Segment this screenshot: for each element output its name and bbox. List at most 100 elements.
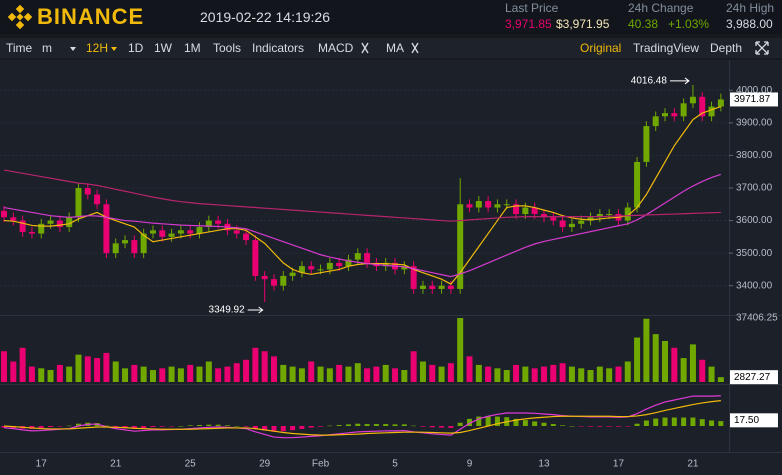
candle-body [261,275,268,280]
candle-body [131,240,138,254]
dropdown-arrow [70,47,76,54]
candle-body [1,210,7,218]
macd-bar [271,426,277,432]
macd-bar [541,422,547,426]
volume-bar [466,356,473,382]
candle-body [717,99,724,107]
volume-bar [298,368,305,382]
macd-bar [448,426,454,428]
candle-body [112,243,119,254]
candle-body [596,214,603,218]
candle-body [447,285,454,289]
volume-bar [66,366,73,382]
macd-bar [597,426,603,427]
volume-bar [112,361,119,382]
indicator-button[interactable]: MA [386,41,404,55]
dropdown-arrow [111,47,117,54]
volume-bar [587,370,594,382]
candle-body [438,285,445,289]
candle-body [84,187,91,195]
candle-body [475,201,482,208]
macd-bar [262,426,268,431]
macd-bar [159,426,165,427]
tool-button[interactable]: Indicators [252,41,305,55]
volume-bar [187,364,194,382]
candle-body [205,220,212,228]
volume-bar [364,368,371,382]
volume-bar [438,366,445,382]
volume-bar [270,356,277,382]
volume-bar [215,368,222,382]
volume-bar [345,366,352,382]
macd-dea [3,400,721,436]
volume-bar [10,361,17,382]
x-tick-label: 29 [259,459,271,470]
volume-bar [94,358,101,382]
macd-bar [327,425,333,427]
logo-icon [7,4,33,30]
stat-label: 24h High [726,1,775,15]
y-tick-label: 3400.00 [736,280,773,291]
tool-button[interactable]: Tools [213,41,242,55]
volume-bar [550,364,557,382]
candle-body [634,161,641,208]
macd-bar [653,418,659,426]
macd-bar [625,426,631,427]
volume-bar [540,366,547,382]
tool-button[interactable]: 1M [184,41,201,55]
macd-bar [224,425,230,426]
x-tick-label: 17 [613,459,625,470]
fullscreen-icon[interactable] [754,40,770,56]
volume-bar [559,363,566,382]
volume-bar [38,368,45,382]
macd-bar [457,422,463,426]
volume-bar [634,337,641,382]
volume-bar [429,364,436,382]
close-icon[interactable] [360,42,370,54]
volume-bar [233,363,240,382]
candle-body [382,262,389,267]
candle-body [624,207,631,221]
view-button[interactable]: Depth [710,41,743,55]
volume-bar [652,334,659,382]
tool-button[interactable]: m [42,41,52,55]
candle-body [336,262,343,267]
tool-button[interactable]: Time [6,41,33,55]
macd-bar [197,425,203,426]
volume-bar [708,366,715,382]
tool-button[interactable]: 1D [128,41,144,55]
candle-body [252,240,259,276]
volume-bar [606,368,613,382]
chart-background [0,60,782,475]
volume-bar [168,366,175,382]
macd-bar [290,426,296,431]
volume-bar [224,366,231,382]
last-price: 3,971.85 [505,17,552,31]
candle-body [19,220,26,232]
view-button[interactable]: Original [580,41,622,55]
volume-bar [149,370,156,382]
macd-bar [615,426,621,427]
macd-bar [355,423,361,426]
max-label: 4016.48 [631,76,668,87]
volume-bar [336,364,343,382]
view-button[interactable]: TradingView [633,41,700,55]
indicator-button[interactable]: MACD [318,41,354,55]
volume-bar [261,351,268,382]
candle-body [280,275,287,286]
macd-bar [532,421,538,426]
volume-bar [205,361,212,382]
macd-bar [178,426,184,427]
macd-bar [57,426,63,427]
macd-bar [75,423,81,426]
tool-button[interactable]: 12H [86,41,109,55]
tool-button[interactable]: 1W [154,41,172,55]
close-icon[interactable] [410,42,420,54]
macd-bar [681,417,687,426]
macd-bar [103,425,109,427]
macd-bar [578,426,584,427]
candle-body [354,253,361,260]
macd-bar [401,424,407,426]
macd-bar [215,424,221,426]
macd-bar [66,425,72,427]
